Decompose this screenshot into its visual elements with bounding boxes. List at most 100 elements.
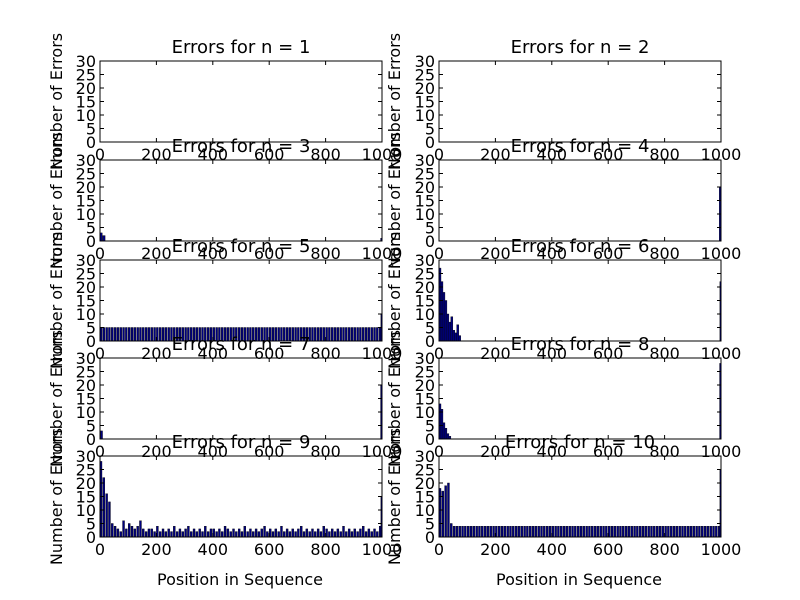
- bar: [655, 526, 659, 538]
- bar: [568, 526, 571, 538]
- bar: [675, 526, 679, 538]
- bar: [444, 428, 448, 440]
- bar: [187, 526, 190, 538]
- bar: [113, 526, 117, 538]
- bar: [150, 327, 153, 342]
- bar: [113, 327, 117, 342]
- y-tick-label: 0: [425, 528, 435, 547]
- bar: [333, 327, 337, 342]
- bar: [308, 531, 311, 538]
- bar: [105, 327, 108, 342]
- y-tick-label: 30: [76, 349, 96, 368]
- y-tick-label: 5: [86, 319, 96, 338]
- y-tick-label: 30: [415, 251, 435, 270]
- bar: [712, 526, 715, 538]
- bar: [562, 526, 566, 538]
- x-tick-label: 600: [593, 145, 624, 164]
- y-tick-label: 5: [425, 417, 435, 436]
- bar: [456, 324, 459, 342]
- bar: [254, 528, 258, 538]
- bar: [339, 327, 342, 342]
- bar: [240, 531, 244, 538]
- y-tick-label: 15: [415, 192, 435, 211]
- bar: [373, 327, 376, 342]
- bar: [448, 321, 452, 342]
- bar: [116, 327, 120, 342]
- bar: [440, 281, 444, 342]
- x-tick-label: 800: [649, 244, 680, 263]
- y-tick-label: 0: [86, 332, 96, 351]
- bar: [367, 528, 371, 538]
- y-tick-label: 20: [415, 79, 435, 98]
- bar: [305, 528, 309, 538]
- bar: [111, 327, 114, 342]
- y-tick-label: 10: [76, 305, 96, 324]
- bar: [159, 531, 162, 538]
- bar: [698, 526, 701, 538]
- bar: [142, 327, 145, 342]
- bar: [274, 528, 278, 538]
- bar: [486, 526, 490, 538]
- bar: [226, 528, 230, 538]
- bar: [627, 526, 631, 538]
- y-tick-label: 0: [86, 232, 96, 251]
- bar: [636, 526, 639, 538]
- y-tick-label: 5: [425, 319, 435, 338]
- bar: [350, 327, 354, 342]
- x-tick-label: 400: [537, 244, 568, 263]
- subplot-title: Errors for n = 3: [172, 136, 311, 157]
- bar: [509, 526, 512, 538]
- bar: [641, 526, 645, 538]
- bar: [514, 526, 518, 538]
- bar: [277, 531, 280, 538]
- bar: [483, 526, 487, 538]
- bar: [695, 526, 698, 538]
- bar: [271, 531, 275, 538]
- y-tick-label: 20: [76, 178, 96, 197]
- bar-series: [99, 313, 383, 342]
- bar-series: [438, 267, 722, 342]
- x-tick-label: 200: [141, 244, 172, 263]
- y-tick-label: 25: [76, 66, 96, 85]
- bar: [602, 526, 605, 538]
- bar: [373, 528, 376, 538]
- bar: [442, 292, 446, 342]
- subplot-title: Errors for n = 5: [172, 236, 311, 257]
- bar: [339, 531, 342, 538]
- y-tick-label: 15: [415, 292, 435, 311]
- x-tick-label: 200: [480, 540, 511, 559]
- bar: [678, 526, 681, 538]
- bar: [356, 531, 359, 538]
- bar: [450, 523, 453, 538]
- bar: [136, 327, 139, 342]
- bar: [593, 526, 597, 538]
- bar: [342, 526, 345, 538]
- subplot-title: Errors for n = 9: [172, 432, 311, 453]
- y-tick-label: 10: [415, 106, 435, 125]
- bar: [523, 526, 526, 538]
- bar: [605, 526, 608, 538]
- bar: [336, 528, 340, 538]
- x-tick-label: 400: [198, 244, 229, 263]
- x-tick-label: 0: [434, 145, 444, 164]
- bar: [364, 531, 368, 538]
- bar: [198, 528, 201, 538]
- bar: [444, 300, 448, 342]
- bar: [520, 526, 523, 538]
- bar: [288, 531, 292, 538]
- bar: [647, 526, 650, 538]
- bar: [223, 526, 227, 538]
- x-tick-label: 1000: [701, 540, 742, 559]
- bar: [122, 520, 125, 538]
- bar: [540, 526, 543, 538]
- y-tick-label: 20: [76, 79, 96, 98]
- x-tick-label: 600: [254, 540, 285, 559]
- x-tick-label: 400: [198, 540, 229, 559]
- bar: [331, 327, 334, 342]
- y-tick-label: 10: [415, 305, 435, 324]
- bar: [125, 327, 128, 342]
